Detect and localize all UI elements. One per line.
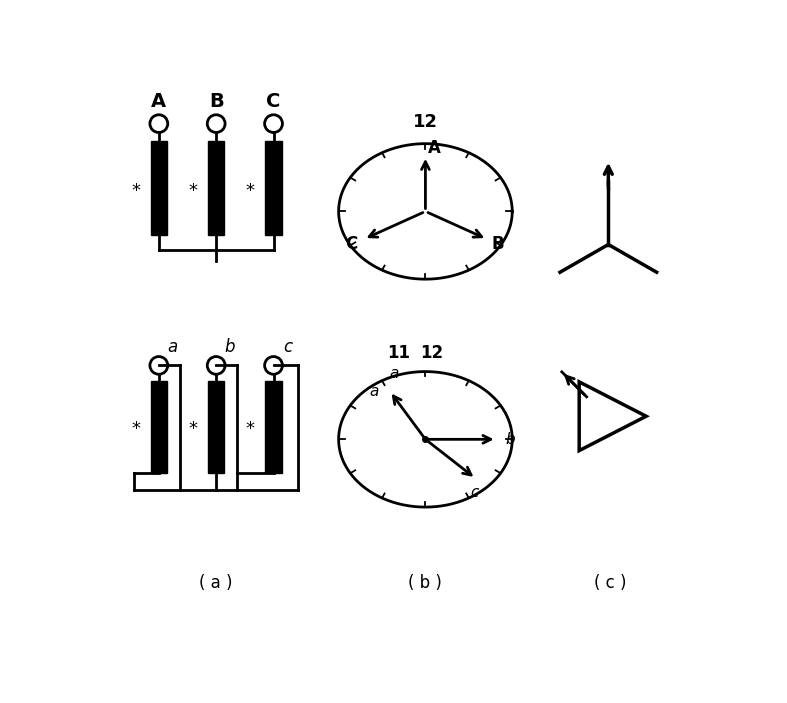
- Text: B: B: [492, 235, 504, 253]
- Text: c: c: [470, 485, 478, 500]
- Text: *: *: [131, 420, 140, 438]
- Text: a: a: [168, 338, 178, 356]
- Text: 12: 12: [413, 113, 438, 131]
- Text: b: b: [225, 338, 235, 356]
- Bar: [150, 381, 167, 473]
- Text: B: B: [209, 92, 224, 111]
- Text: C: C: [345, 235, 357, 253]
- Text: ( a ): ( a ): [199, 574, 233, 593]
- Bar: [265, 381, 282, 473]
- Bar: [265, 141, 282, 235]
- Text: A: A: [428, 139, 442, 157]
- Text: 12: 12: [420, 344, 443, 361]
- Text: a: a: [389, 366, 398, 380]
- Text: *: *: [246, 181, 255, 200]
- Text: *: *: [188, 181, 198, 200]
- Text: c: c: [283, 338, 292, 356]
- Text: ( b ): ( b ): [408, 574, 442, 593]
- Text: A: A: [151, 92, 166, 111]
- Text: ( c ): ( c ): [593, 574, 626, 593]
- Text: C: C: [266, 92, 281, 111]
- Bar: [150, 141, 167, 235]
- Text: 11: 11: [386, 344, 410, 361]
- Text: *: *: [131, 181, 140, 200]
- Text: b: b: [506, 432, 515, 447]
- Text: *: *: [188, 420, 198, 438]
- Bar: [208, 381, 224, 473]
- Text: a: a: [370, 384, 379, 399]
- Text: *: *: [246, 420, 255, 438]
- Bar: [208, 141, 224, 235]
